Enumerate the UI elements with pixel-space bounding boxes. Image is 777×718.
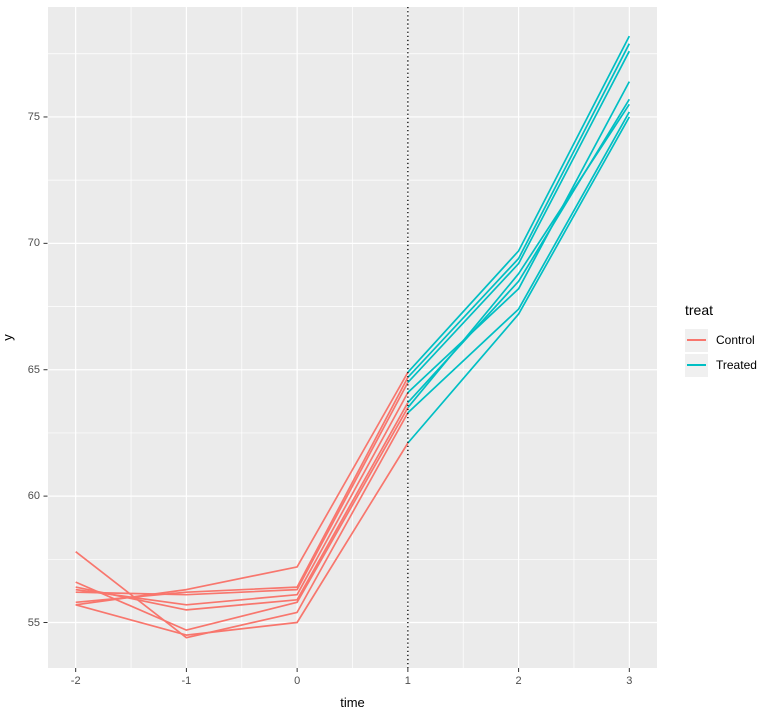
legend-key-line-icon xyxy=(687,339,706,341)
x-tick-label: -2 xyxy=(70,675,81,687)
x-axis-title: time xyxy=(340,695,365,710)
legend-item-treated: Treated xyxy=(685,353,757,377)
line-unit-2-treated xyxy=(407,111,631,414)
y-tick-label: 55 xyxy=(27,616,40,629)
line-unit-2-control xyxy=(75,412,409,639)
line-unit-4-treated xyxy=(407,98,631,404)
line-unit-3-control xyxy=(75,407,409,631)
line-unit-5-treated xyxy=(407,81,631,394)
line-unit-1-control xyxy=(75,442,409,636)
line-unit-6-control xyxy=(75,381,409,596)
panel-group xyxy=(48,7,657,668)
y-tick-label: 60 xyxy=(27,490,40,503)
legend-key-treated xyxy=(685,353,708,377)
legend-key-control xyxy=(685,328,708,352)
legend-title: treat xyxy=(685,302,714,318)
legend-key-line-icon xyxy=(687,364,706,366)
x-tick-label: 1 xyxy=(404,675,411,687)
line-unit-8-treated xyxy=(407,35,631,373)
x-tick-label: -1 xyxy=(181,675,192,687)
x-tick-label: 2 xyxy=(515,675,522,687)
y-tick-label: 75 xyxy=(27,110,40,123)
legend-item-label: Control xyxy=(716,333,755,347)
line-unit-1-treated xyxy=(407,116,631,444)
x-tick-label: 0 xyxy=(294,675,301,687)
line-unit-7-treated xyxy=(407,43,631,378)
x-tick-label: 3 xyxy=(626,675,633,687)
legend-item-control: Control xyxy=(685,328,757,352)
legend-item-label: Treated xyxy=(716,358,757,372)
line-unit-8-control xyxy=(75,371,409,606)
legend: treat Control Treated xyxy=(685,302,757,378)
y-tick-label: 65 xyxy=(27,363,40,376)
legend-items: Control Treated xyxy=(685,328,757,377)
y-axis-title: y xyxy=(0,334,15,341)
line-unit-6-treated xyxy=(407,50,631,383)
line-unit-4-control xyxy=(75,402,409,611)
y-tick-label: 70 xyxy=(27,237,40,250)
